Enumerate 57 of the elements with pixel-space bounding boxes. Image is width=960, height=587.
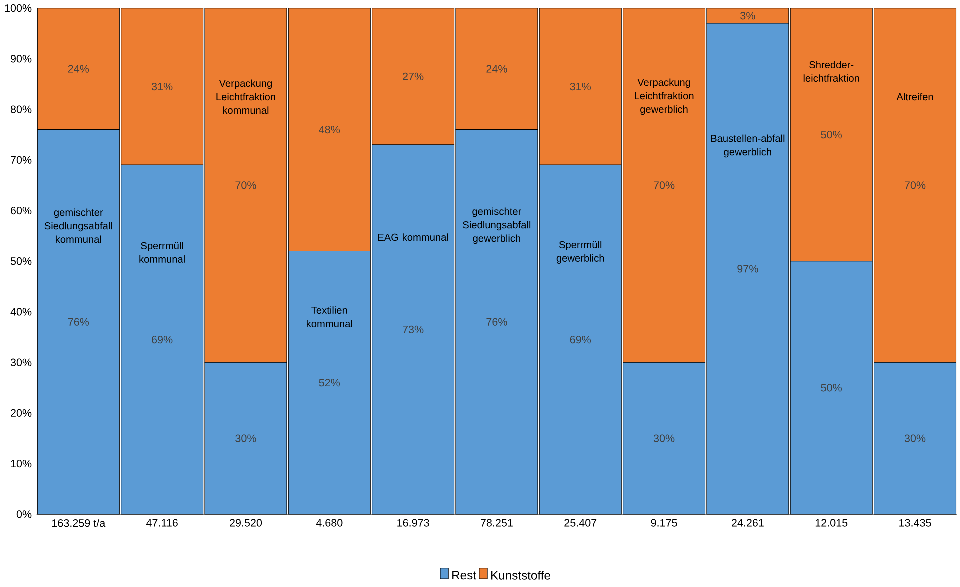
y-tick-label: 10% (11, 460, 32, 468)
y-tick-label: 90% (10, 55, 32, 63)
y-tick-label: 20% (11, 409, 32, 417)
annotation: EAG kommunal (378, 234, 448, 241)
x-tick-label: 9.175 (651, 519, 678, 527)
data-label: 31% (152, 82, 173, 90)
y-tick-label: 0% (16, 510, 32, 518)
annotation: Verpackung Leichtfraktion gewerblich (635, 78, 694, 115)
data-label: 76% (486, 318, 508, 326)
data-label: 31% (570, 82, 592, 90)
x-tick-label: 12.015 (816, 519, 848, 527)
x-tick-label: 13.435 (900, 519, 932, 527)
annotation: Sperrmüll kommunal (140, 242, 185, 263)
data-label: 30% (654, 434, 675, 442)
annotation: Sperrmüll gewerblich (556, 241, 604, 264)
x-tick-label: 24.261 (732, 519, 764, 527)
data-label: 24% (68, 65, 90, 73)
data-label: 48% (319, 126, 340, 134)
data-label: 52% (319, 378, 340, 387)
data-label: 70% (654, 182, 675, 190)
y-tick-label: 80% (10, 106, 32, 114)
x-tick-label: 4.680 (316, 519, 343, 527)
x-tick-label: 47.116 (146, 519, 178, 527)
legend-label: Kunststoffe (492, 570, 550, 580)
annotation: gemischter Siedlungsabfall gewerblich (463, 208, 531, 244)
annotation: gemischter Siedlungsabfall kommunal (44, 208, 112, 244)
data-label: 76% (68, 318, 90, 326)
annotation: Altreifen (896, 93, 934, 101)
y-tick-label: 40% (10, 308, 32, 316)
data-label: 3% (740, 12, 756, 20)
annotation: Baustellen-abfall gewerblich (711, 134, 785, 158)
x-tick-label: 25.407 (564, 519, 597, 527)
data-label: 24% (486, 65, 508, 73)
data-label: 30% (236, 434, 256, 442)
data-label: 70% (236, 182, 256, 190)
y-tick-label: 30% (10, 358, 32, 366)
data-label: 27% (403, 72, 424, 80)
legend-label: Rest (452, 571, 476, 580)
y-tick-label: 60% (11, 206, 32, 214)
data-label: 70% (905, 182, 926, 190)
data-label: 97% (738, 265, 758, 273)
annotation: Textilien kommunal (307, 306, 352, 328)
annotation: Verpackung Leichtfraktion kommunal (216, 80, 276, 114)
data-label: 73% (403, 326, 424, 334)
annotation: Shredder-leichtfraktion (804, 61, 860, 82)
data-label: 69% (152, 336, 173, 344)
x-tick-label: 29.520 (230, 519, 262, 527)
data-label: 50% (821, 384, 842, 392)
x-tick-label: 16.973 (398, 519, 430, 527)
data-label: 30% (904, 434, 926, 442)
y-tick-label: 100% (5, 4, 32, 12)
data-label: 50% (821, 130, 842, 139)
data-label: 69% (570, 336, 592, 344)
y-tick-label: 50% (10, 257, 32, 266)
x-tick-label: 78.251 (481, 519, 513, 527)
x-tick-label: 163.259 t/a (52, 519, 106, 528)
y-tick-label: 70% (11, 156, 32, 164)
